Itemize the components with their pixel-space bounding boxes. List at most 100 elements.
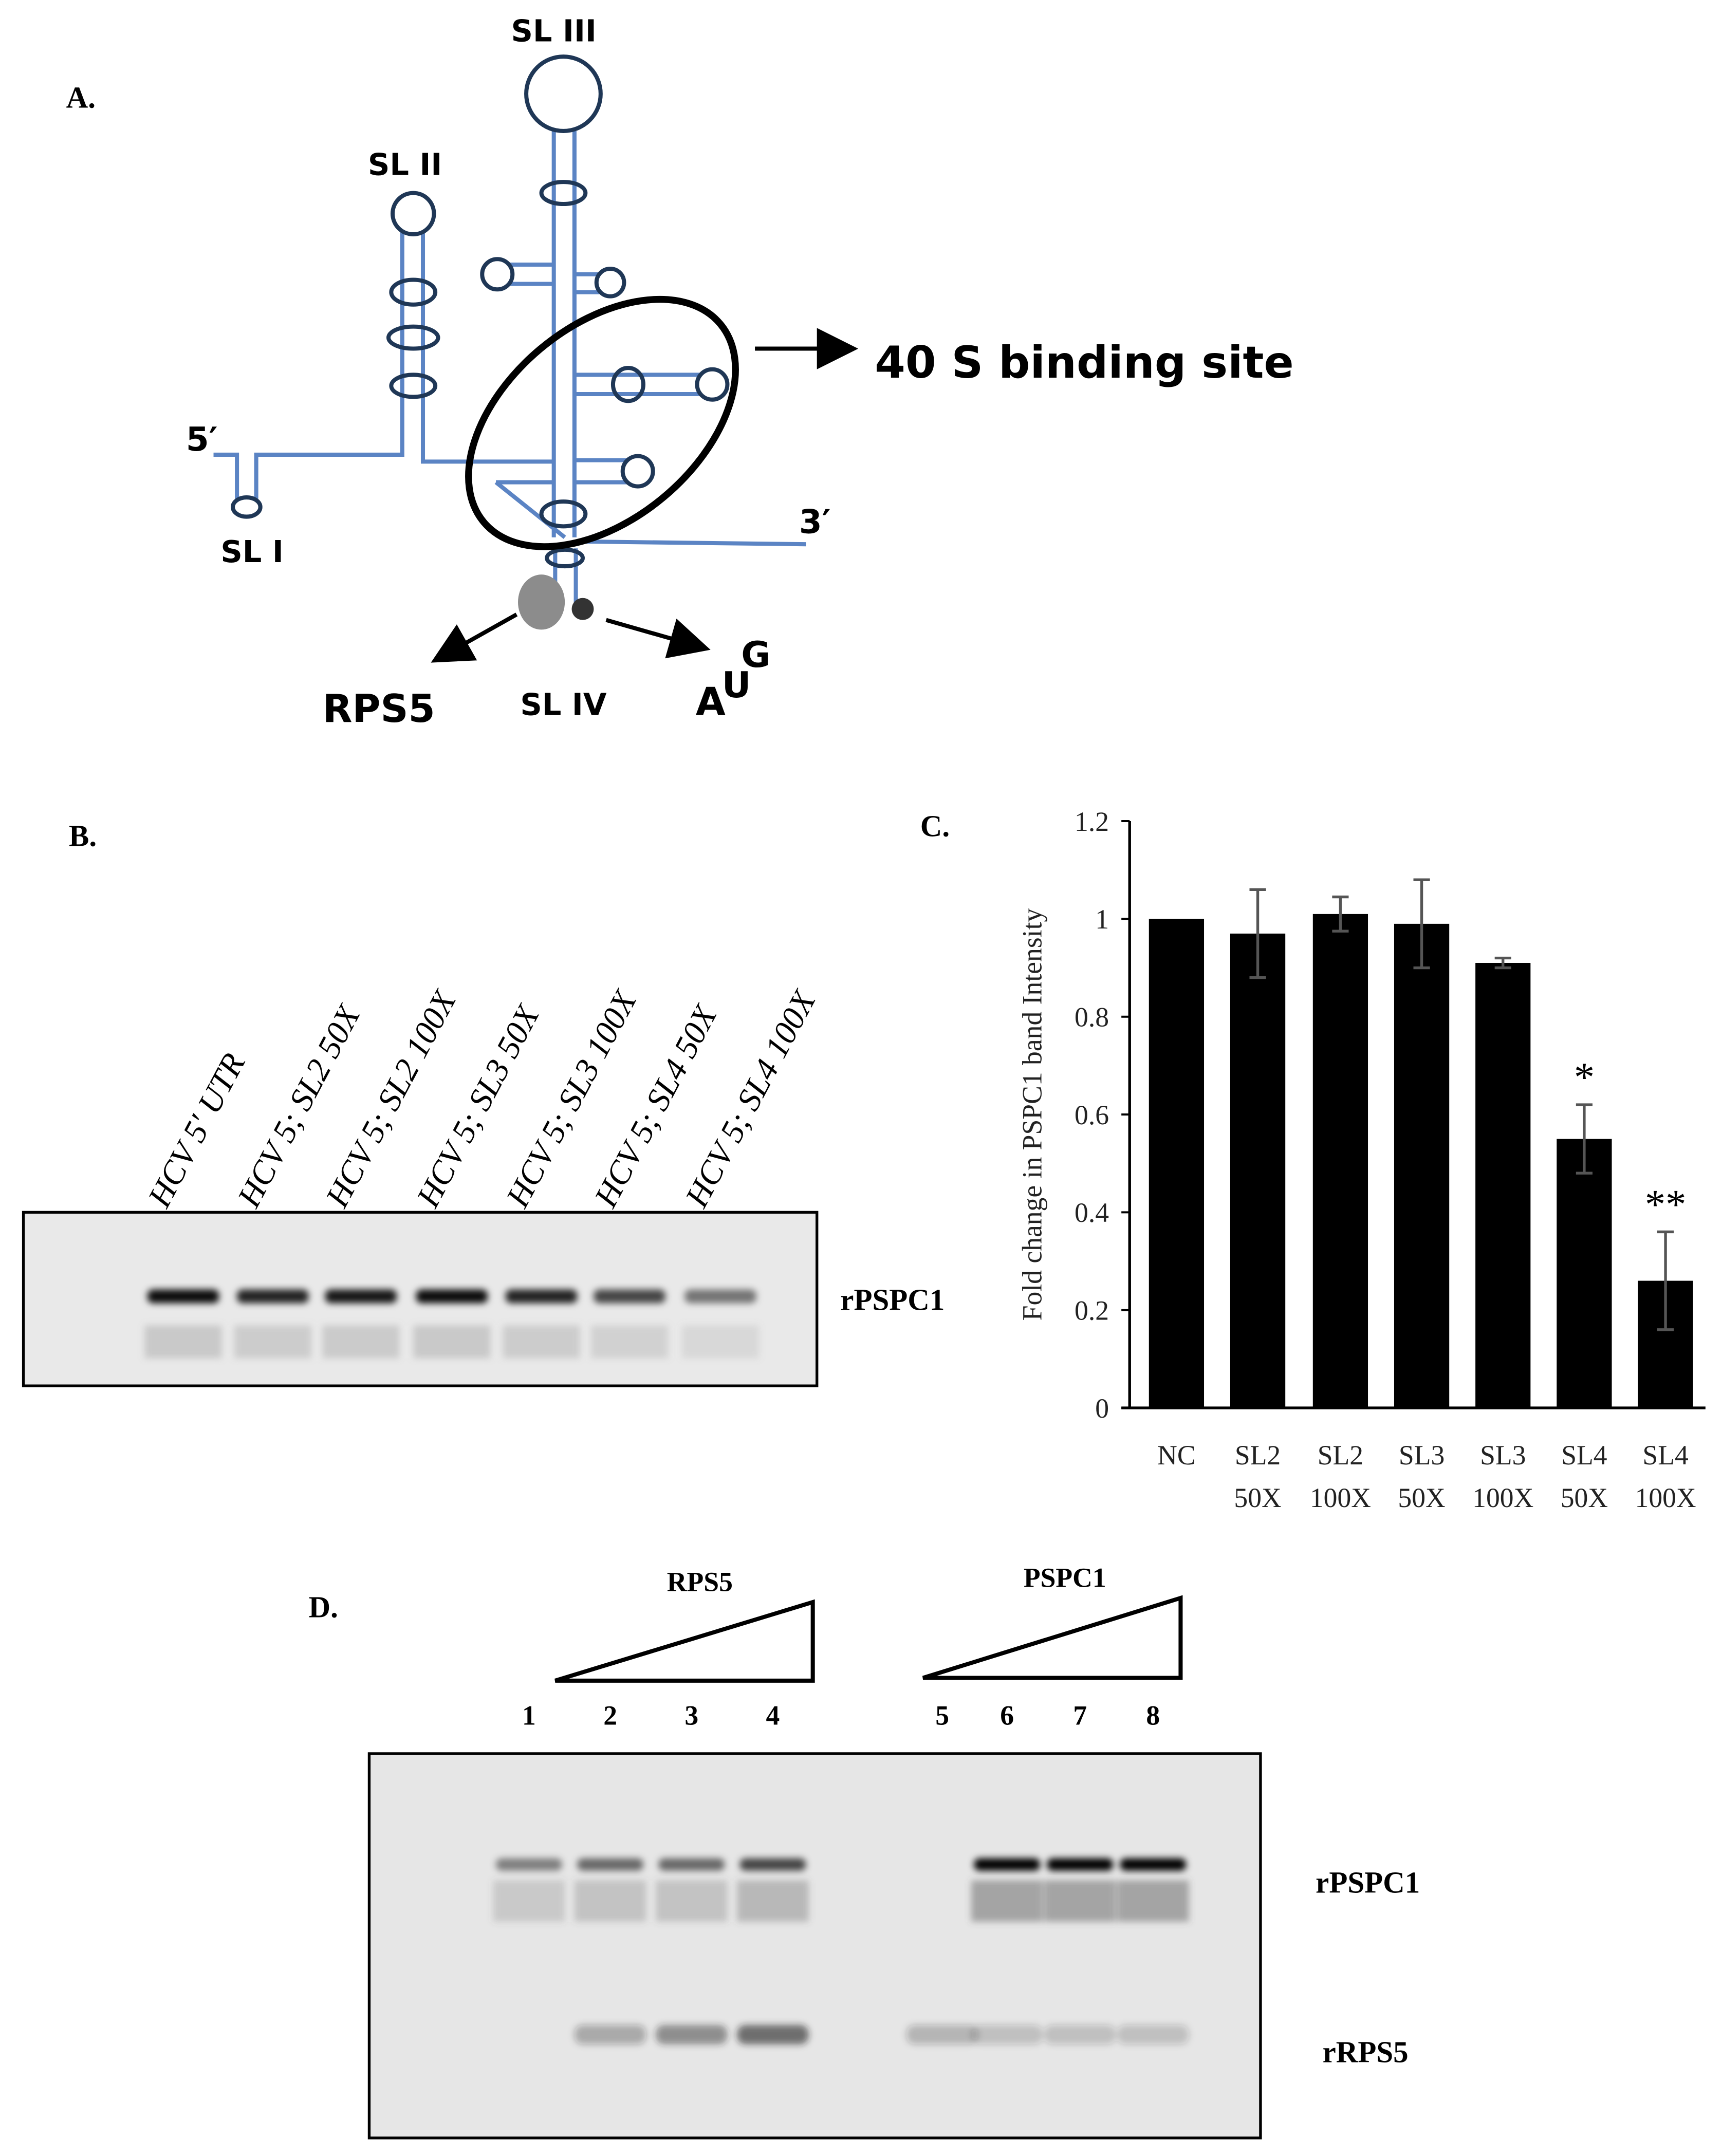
aug-g: G	[741, 634, 770, 676]
y-tick-label: 1.2	[1075, 806, 1109, 837]
rpspc1-band	[237, 1289, 309, 1304]
band-label-rpspc1-d: rPSPC1	[1316, 1866, 1420, 1900]
rrps5-band	[906, 2025, 978, 2045]
arrow-left-down-icon	[431, 612, 518, 663]
y-tick-label: 0.2	[1075, 1295, 1109, 1326]
panel-c-chart: C. Fold change in PSPC1 band Intensity 0…	[920, 806, 1706, 1513]
smear-band	[234, 1325, 311, 1359]
group-rps5-label: RPS5	[667, 1567, 733, 1597]
smear-band	[971, 1880, 1043, 1922]
rpspc1-band	[416, 1289, 488, 1304]
smear-band	[322, 1325, 400, 1359]
bar	[1312, 914, 1368, 1408]
rpspc1-band	[594, 1289, 665, 1304]
sl2-loop	[391, 191, 436, 237]
rps5-protein	[517, 574, 565, 630]
lane-number: 8	[1146, 1700, 1160, 1731]
smear-band	[681, 1325, 760, 1359]
rpspc1-band	[577, 1858, 643, 1871]
smear-band	[493, 1880, 565, 1922]
rrps5-band	[574, 2025, 646, 2045]
bar	[1557, 1139, 1612, 1408]
three-prime-label: 3′	[799, 503, 831, 542]
x-tick-label: SL3	[1399, 1440, 1445, 1471]
five-prime-label: 5′	[186, 420, 218, 459]
y-tick-label: 0.6	[1075, 1100, 1109, 1130]
smear-band	[591, 1325, 669, 1359]
sl1-loop	[231, 495, 263, 519]
rpspc1-band	[325, 1289, 397, 1304]
rpspc1-band	[496, 1858, 562, 1871]
rrps5-band	[737, 2025, 809, 2045]
panel-d-label: D.	[308, 1590, 338, 1624]
x-tick-label: 50X	[1561, 1482, 1608, 1513]
rrps5-band	[1044, 2025, 1116, 2045]
aug-a: A	[696, 679, 726, 724]
significance-marker: **	[1645, 1182, 1686, 1228]
band-label-rpspc1: rPSPC1	[840, 1283, 945, 1317]
bar	[1394, 923, 1450, 1408]
smear-band	[574, 1880, 646, 1922]
smear-band	[1044, 1880, 1116, 1922]
rpspc1-band	[1047, 1858, 1114, 1871]
sl1-label: SL I	[220, 534, 284, 569]
y-tick-label: 1	[1095, 904, 1109, 935]
x-tick-label: 100X	[1310, 1482, 1371, 1513]
aug-codon-dot	[571, 598, 594, 620]
x-tick-label: 50X	[1234, 1482, 1281, 1513]
lane-number: 6	[1000, 1700, 1014, 1731]
smear-band	[413, 1325, 491, 1359]
rpspc1-band	[974, 1858, 1041, 1871]
y-tick-label: 0	[1095, 1393, 1109, 1424]
smear-band	[144, 1325, 222, 1359]
smear-band	[1117, 1880, 1189, 1922]
lane-number: 4	[766, 1700, 780, 1731]
aug-u: U	[722, 664, 751, 706]
sl2-label: SL II	[368, 147, 442, 182]
x-tick-label: SL4	[1561, 1440, 1607, 1471]
rpspc1-band	[505, 1289, 578, 1304]
x-tick-label: 100X	[1635, 1482, 1696, 1513]
smear-band	[737, 1880, 809, 1922]
rrps5-band	[1117, 2025, 1189, 2045]
panel-d-gel: D. RPS5 PSPC1 1 2 3 4 5 6 7 8 rPSPC1 rRPS5	[308, 1563, 1420, 2140]
x-tick-label: NC	[1157, 1440, 1195, 1471]
rps5-label: RPS5	[323, 686, 435, 731]
y-tick-label: 0.4	[1075, 1197, 1109, 1228]
rrps5-band	[656, 2025, 728, 2045]
binding-site-label: 40 S binding site	[875, 337, 1293, 388]
x-tick-label: 100X	[1472, 1482, 1533, 1513]
gradient-triangle-rps5	[554, 1599, 815, 1683]
binding-site-ellipse	[465, 295, 739, 550]
rpspc1-band	[658, 1858, 725, 1871]
sl3-loop	[524, 54, 603, 133]
lane-number: 3	[684, 1700, 698, 1731]
lane-number: 1	[522, 1700, 536, 1731]
smear-band	[656, 1880, 728, 1922]
panel-a-diagram: A. SL III SL II 5′ 3′ SL I 40 S	[66, 13, 1294, 731]
bar	[1149, 919, 1205, 1408]
gel-d	[367, 1752, 1262, 2140]
sl3-label: SL III	[511, 13, 596, 49]
rrps5-band	[971, 2025, 1043, 2045]
x-tick-label: SL2	[1318, 1440, 1363, 1471]
smear-band	[503, 1325, 580, 1359]
x-tick-label: SL2	[1235, 1440, 1281, 1471]
bar	[1475, 963, 1531, 1408]
gradient-triangle-pspc1	[922, 1595, 1183, 1680]
rpspc1-band	[147, 1289, 219, 1304]
x-tick-label: SL4	[1642, 1440, 1688, 1471]
rpspc1-band	[1120, 1858, 1187, 1871]
lane-number: 2	[603, 1700, 617, 1731]
y-tick-label: 0.8	[1075, 1001, 1109, 1032]
panel-b-label: B.	[69, 819, 97, 852]
panel-a-label: A.	[66, 80, 96, 114]
band-label-rrps5-d: rRPS5	[1323, 2035, 1409, 2069]
group-pspc1-label: PSPC1	[1024, 1563, 1106, 1593]
lane-number: 5	[935, 1700, 949, 1731]
rpspc1-band	[739, 1858, 806, 1871]
sl4-label: SL IV	[520, 687, 607, 722]
